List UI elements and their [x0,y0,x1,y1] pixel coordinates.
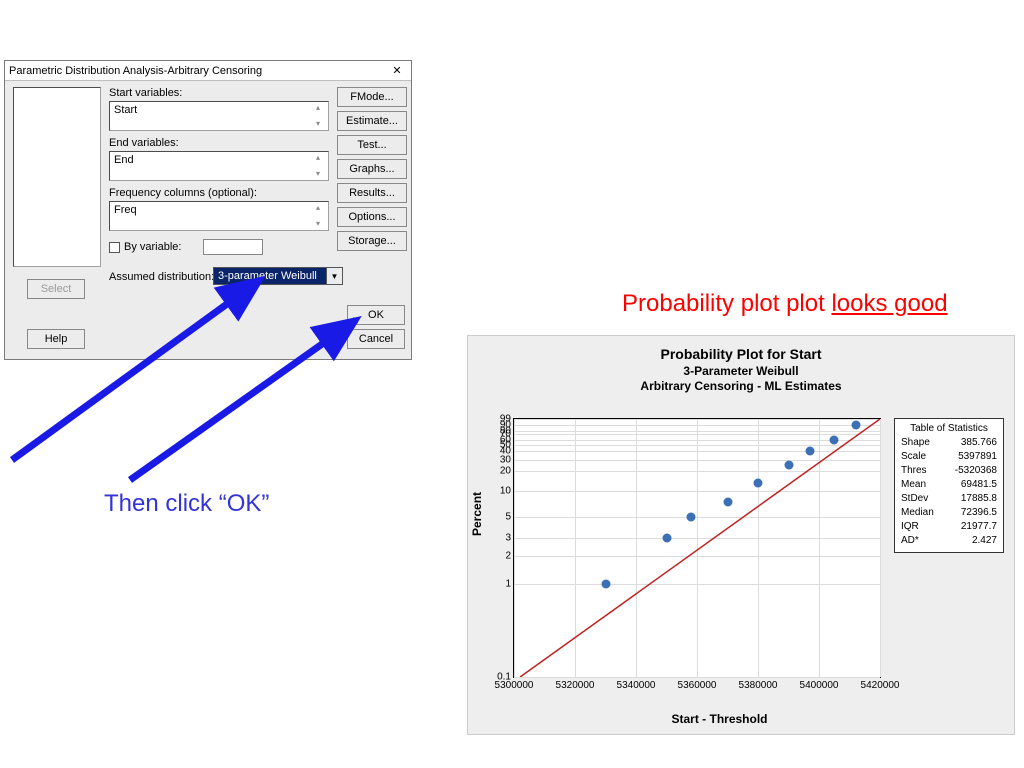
select-button: Select [27,279,85,299]
ytick: 1 [505,579,514,590]
data-point [662,533,671,542]
data-point [723,497,732,506]
ytick: 2 [505,550,514,561]
data-point [784,461,793,470]
spin-icon[interactable]: ▴▾ [316,154,326,178]
dialog-title: Parametric Distribution Analysis-Arbitra… [9,65,262,77]
assumed-distribution-dropdown[interactable]: 3-parameter Weibull ▼ [213,267,343,285]
graphs-button[interactable]: Graphs... [337,159,407,179]
xtick: 5340000 [617,677,656,691]
xtick: 5420000 [861,677,900,691]
annotation-looks-good: Probability plot plot looks good [622,290,948,318]
chart-plot-area: 5300000532000053400005360000538000054000… [513,418,881,678]
cancel-button[interactable]: Cancel [347,329,405,349]
ytick: 5 [505,512,514,523]
stats-row: Mean69481.5 [901,478,997,492]
results-button[interactable]: Results... [337,183,407,203]
end-variables-field[interactable]: End ▴▾ [109,151,329,181]
xtick: 5380000 [739,677,778,691]
data-point [754,478,763,487]
spin-icon[interactable]: ▴▾ [316,204,326,228]
stats-row: Shape385.766 [901,436,997,450]
stats-row: IQR21977.7 [901,520,997,534]
chevron-down-icon: ▼ [326,268,342,284]
close-icon[interactable]: ✕ [387,64,407,77]
xtick: 5320000 [556,677,595,691]
dialog-titlebar: Parametric Distribution Analysis-Arbitra… [5,61,411,81]
stats-table: Table of Statistics Shape385.766Scale539… [894,418,1004,553]
storage-button[interactable]: Storage... [337,231,407,251]
estimate-button[interactable]: Estimate... [337,111,407,131]
fit-line [514,419,880,677]
xtick: 5360000 [678,677,717,691]
by-variable-input[interactable] [203,239,263,255]
label-assumed-distribution: Assumed distribution: [109,271,214,283]
annotation-looks-good-ul: looks good [831,290,947,317]
stats-row: Median72396.5 [901,506,997,520]
chart-titles: Probability Plot for Start 3-Parameter W… [468,346,1014,393]
frequency-columns-field[interactable]: Freq ▴▾ [109,201,329,231]
chart-xlabel: Start - Threshold [513,712,926,726]
options-button[interactable]: Options... [337,207,407,227]
variable-listbox[interactable] [13,87,101,267]
fmode-button[interactable]: FMode... [337,87,407,107]
by-variable-label: By variable: [124,241,181,253]
by-variable-checkbox[interactable]: By variable: [109,241,181,253]
stats-row: Thres-5320368 [901,464,997,478]
ytick: 20 [500,465,514,476]
chart-subtitle-1: 3-Parameter Weibull [468,364,1014,378]
start-variables-field[interactable]: Start ▴▾ [109,101,329,131]
checkbox-icon [109,242,120,253]
dialog-parametric-distribution: Parametric Distribution Analysis-Arbitra… [4,60,412,360]
label-start-variables: Start variables: [109,87,182,99]
annotation-looks-good-pre: Probability plot plot [622,290,831,317]
label-frequency-columns: Frequency columns (optional): [109,187,257,199]
stats-table-header: Table of Statistics [901,423,997,434]
ytick: 0.1 [497,672,514,683]
data-point [686,513,695,522]
data-point [601,580,610,589]
ytick: 10 [500,486,514,497]
label-end-variables: End variables: [109,137,179,149]
data-point [851,421,860,430]
stats-row: AD*2.427 [901,534,997,548]
test-button[interactable]: Test... [337,135,407,155]
data-point [830,435,839,444]
end-variables-value: End [114,154,324,166]
annotation-click-ok: Then click “OK” [104,490,269,518]
xtick: 5400000 [800,677,839,691]
ok-button[interactable]: OK [347,305,405,325]
stats-row: StDev17885.8 [901,492,997,506]
data-point [805,447,814,456]
probability-plot-panel: Probability Plot for Start 3-Parameter W… [467,335,1015,735]
help-button[interactable]: Help [27,329,85,349]
stats-row: Scale5397891 [901,450,997,464]
ytick: 3 [505,532,514,543]
dialog-body: Start variables: Start ▴▾ End variables:… [5,81,411,359]
chart-subtitle-2: Arbitrary Censoring - ML Estimates [468,379,1014,393]
chart-ylabel: Percent [470,492,484,536]
frequency-columns-value: Freq [114,204,324,216]
ytick: 99 [500,414,514,425]
chart-title: Probability Plot for Start [468,346,1014,362]
spin-icon[interactable]: ▴▾ [316,104,326,128]
assumed-distribution-value: 3-parameter Weibull [218,270,317,282]
start-variables-value: Start [114,104,324,116]
